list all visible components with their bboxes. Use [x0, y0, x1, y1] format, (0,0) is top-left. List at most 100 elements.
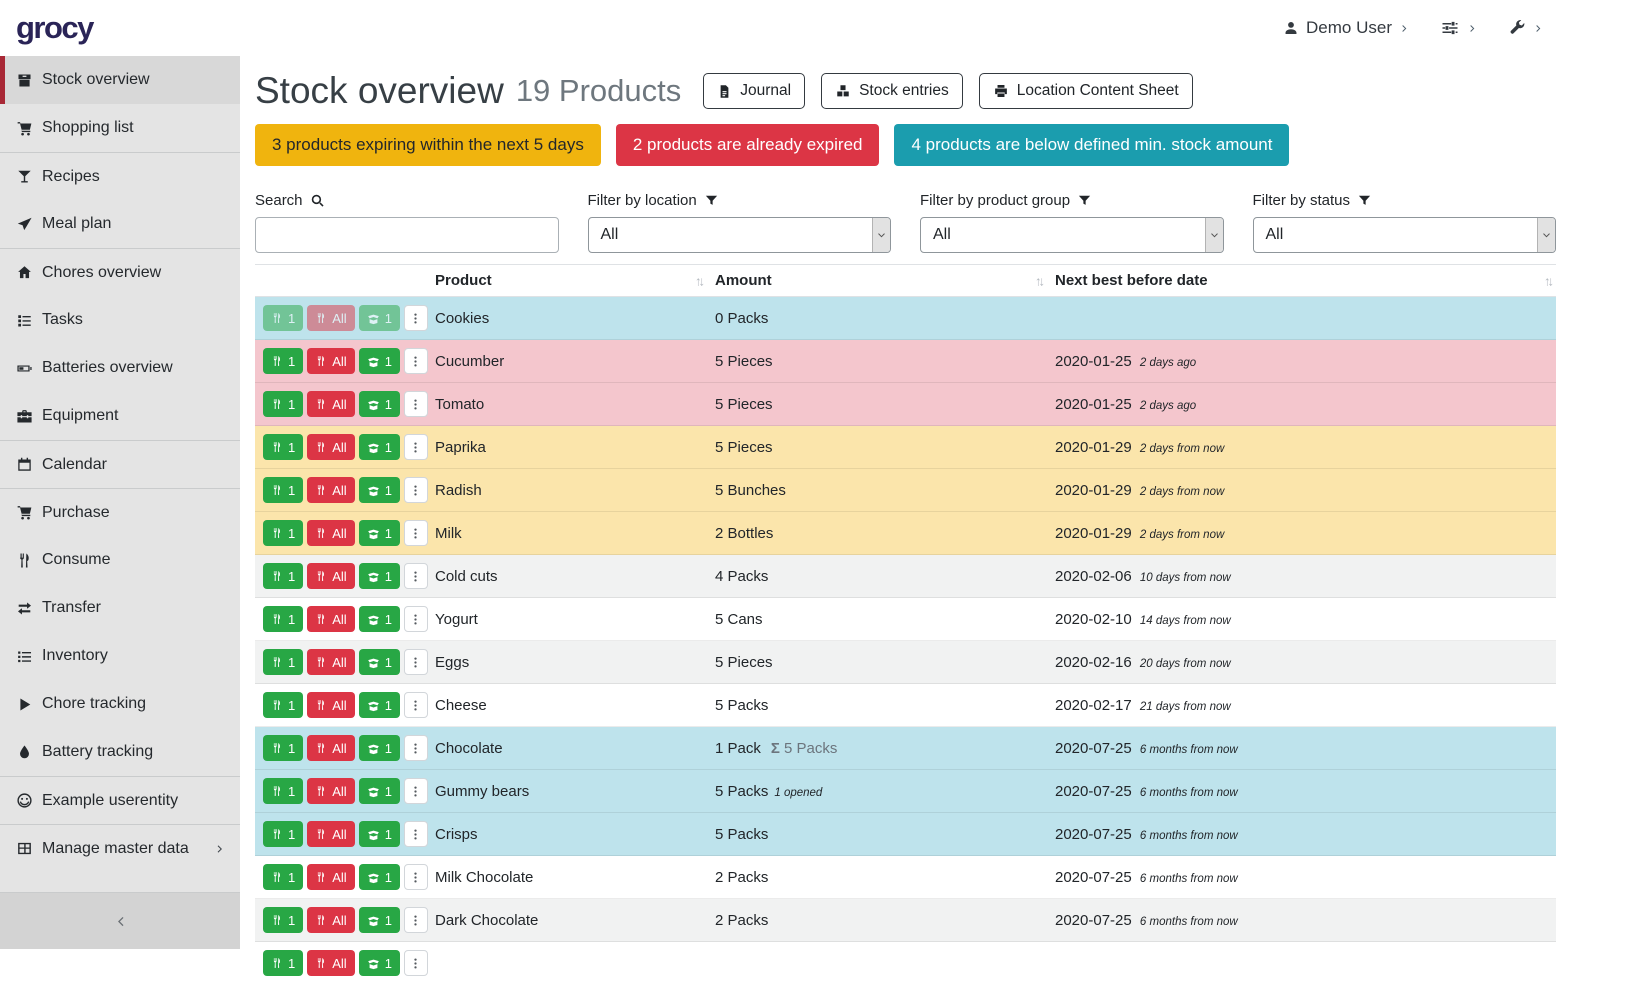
consume-one-button[interactable]: 1 — [263, 692, 303, 718]
sidebar-item-recipes[interactable]: Recipes — [0, 152, 240, 200]
sidebar-item-batteries-overview[interactable]: Batteries overview — [0, 344, 240, 392]
row-menu-button[interactable] — [404, 434, 428, 460]
consume-all-button[interactable]: All — [307, 821, 354, 847]
consume-one-button[interactable]: 1 — [263, 391, 303, 417]
consume-one-button[interactable]: 1 — [263, 821, 303, 847]
row-menu-button[interactable] — [404, 477, 428, 503]
row-menu-button[interactable] — [404, 391, 428, 417]
sidebar-item-calendar[interactable]: Calendar — [0, 440, 240, 488]
product-count: 19 Products — [516, 73, 681, 109]
consume-one-button[interactable]: 1 — [263, 434, 303, 460]
consume-all-button[interactable]: All — [307, 434, 354, 460]
open-one-button[interactable]: 1 — [359, 348, 400, 374]
sidebar-item-chore-tracking[interactable]: Chore tracking — [0, 680, 240, 728]
journal-button[interactable]: Journal — [703, 73, 805, 109]
open-one-button[interactable]: 1 — [359, 606, 400, 632]
consume-all-button[interactable]: All — [307, 477, 354, 503]
sidebar-item-battery-tracking[interactable]: Battery tracking — [0, 728, 240, 776]
consume-all-button[interactable]: All — [307, 649, 354, 675]
sidebar-item-example-userentity[interactable]: Example userentity — [0, 776, 240, 824]
row-menu-button[interactable] — [404, 778, 428, 804]
row-menu-button[interactable] — [404, 305, 428, 331]
sidebar-item-equipment[interactable]: Equipment — [0, 392, 240, 440]
sidebar-item-shopping-list[interactable]: Shopping list — [0, 104, 240, 152]
sidebar-item-meal-plan[interactable]: Meal plan — [0, 200, 240, 248]
consume-one-button[interactable]: 1 — [263, 907, 303, 933]
sidebar-item-consume[interactable]: Consume — [0, 536, 240, 584]
consume-all-button[interactable]: All — [307, 950, 354, 976]
consume-one-button[interactable]: 1 — [263, 520, 303, 546]
consume-all-button[interactable]: All — [307, 305, 354, 331]
sidebar-item-purchase[interactable]: Purchase — [0, 488, 240, 536]
user-menu[interactable]: Demo User — [1283, 18, 1410, 38]
consume-all-button[interactable]: All — [307, 864, 354, 890]
row-menu-button[interactable] — [404, 735, 428, 761]
grocy-logo[interactable]: grocy — [16, 10, 93, 46]
consume-one-button[interactable]: 1 — [263, 477, 303, 503]
sidebar-item-chores-overview[interactable]: Chores overview — [0, 248, 240, 296]
consume-all-button[interactable]: All — [307, 692, 354, 718]
sidebar-item-tasks[interactable]: Tasks — [0, 296, 240, 344]
row-menu-button[interactable] — [404, 649, 428, 675]
open-one-button[interactable]: 1 — [359, 778, 400, 804]
utensils-icon — [315, 957, 327, 969]
open-one-button[interactable]: 1 — [359, 434, 400, 460]
sidebar-item-manage-master-data[interactable]: Manage master data — [0, 824, 240, 872]
consume-all-button[interactable]: All — [307, 606, 354, 632]
location-select[interactable]: All — [588, 217, 892, 253]
consume-one-button[interactable]: 1 — [263, 864, 303, 890]
open-one-button[interactable]: 1 — [359, 735, 400, 761]
sidebar-item-transfer[interactable]: Transfer — [0, 584, 240, 632]
row-menu-button[interactable] — [404, 950, 428, 976]
open-one-button[interactable]: 1 — [359, 692, 400, 718]
sort-icon[interactable]: ↑↓ — [695, 273, 702, 288]
consume-one-button[interactable]: 1 — [263, 305, 303, 331]
open-one-button[interactable]: 1 — [359, 477, 400, 503]
status-select[interactable]: All — [1253, 217, 1557, 253]
consume-one-button[interactable]: 1 — [263, 950, 303, 976]
open-one-button[interactable]: 1 — [359, 520, 400, 546]
row-menu-button[interactable] — [404, 692, 428, 718]
row-menu-button[interactable] — [404, 864, 428, 890]
open-one-button[interactable]: 1 — [359, 649, 400, 675]
settings-menu[interactable] — [1440, 18, 1478, 38]
row-menu-button[interactable] — [404, 520, 428, 546]
location-content-sheet-button[interactable]: Location Content Sheet — [979, 73, 1193, 109]
consume-all-button[interactable]: All — [307, 520, 354, 546]
consume-all-button[interactable]: All — [307, 563, 354, 589]
open-one-button[interactable]: 1 — [359, 391, 400, 417]
row-menu-button[interactable] — [404, 907, 428, 933]
row-menu-button[interactable] — [404, 348, 428, 374]
open-one-button[interactable]: 1 — [359, 864, 400, 890]
sort-icon[interactable]: ↑↓ — [1544, 273, 1551, 288]
open-one-button[interactable]: 1 — [359, 950, 400, 976]
sort-icon[interactable]: ↑↓ — [1035, 273, 1042, 288]
consume-one-button[interactable]: 1 — [263, 606, 303, 632]
sidebar-collapse-button[interactable] — [0, 893, 240, 949]
open-one-button[interactable]: 1 — [359, 821, 400, 847]
product-group-select[interactable]: All — [920, 217, 1224, 253]
row-menu-button[interactable] — [404, 821, 428, 847]
open-one-button[interactable]: 1 — [359, 305, 400, 331]
row-menu-button[interactable] — [404, 606, 428, 632]
consume-one-button[interactable]: 1 — [263, 649, 303, 675]
admin-menu[interactable] — [1508, 19, 1544, 37]
sidebar-item-stock-overview[interactable]: Stock overview — [0, 56, 240, 104]
consume-one-button[interactable]: 1 — [263, 348, 303, 374]
consume-all-button[interactable]: All — [307, 735, 354, 761]
open-one-button[interactable]: 1 — [359, 563, 400, 589]
consume-one-button[interactable]: 1 — [263, 735, 303, 761]
utensils-icon — [271, 957, 283, 969]
sidebar-item-inventory[interactable]: Inventory — [0, 632, 240, 680]
search-input[interactable] — [255, 217, 559, 253]
consume-all-button[interactable]: All — [307, 778, 354, 804]
consume-one-button[interactable]: 1 — [263, 778, 303, 804]
consume-all-button[interactable]: All — [307, 907, 354, 933]
open-one-button[interactable]: 1 — [359, 907, 400, 933]
consume-all-button[interactable]: All — [307, 391, 354, 417]
consume-all-button[interactable]: All — [307, 348, 354, 374]
row-menu-button[interactable] — [404, 563, 428, 589]
consume-one-button[interactable]: 1 — [263, 563, 303, 589]
stock-entries-button[interactable]: Stock entries — [821, 73, 963, 109]
